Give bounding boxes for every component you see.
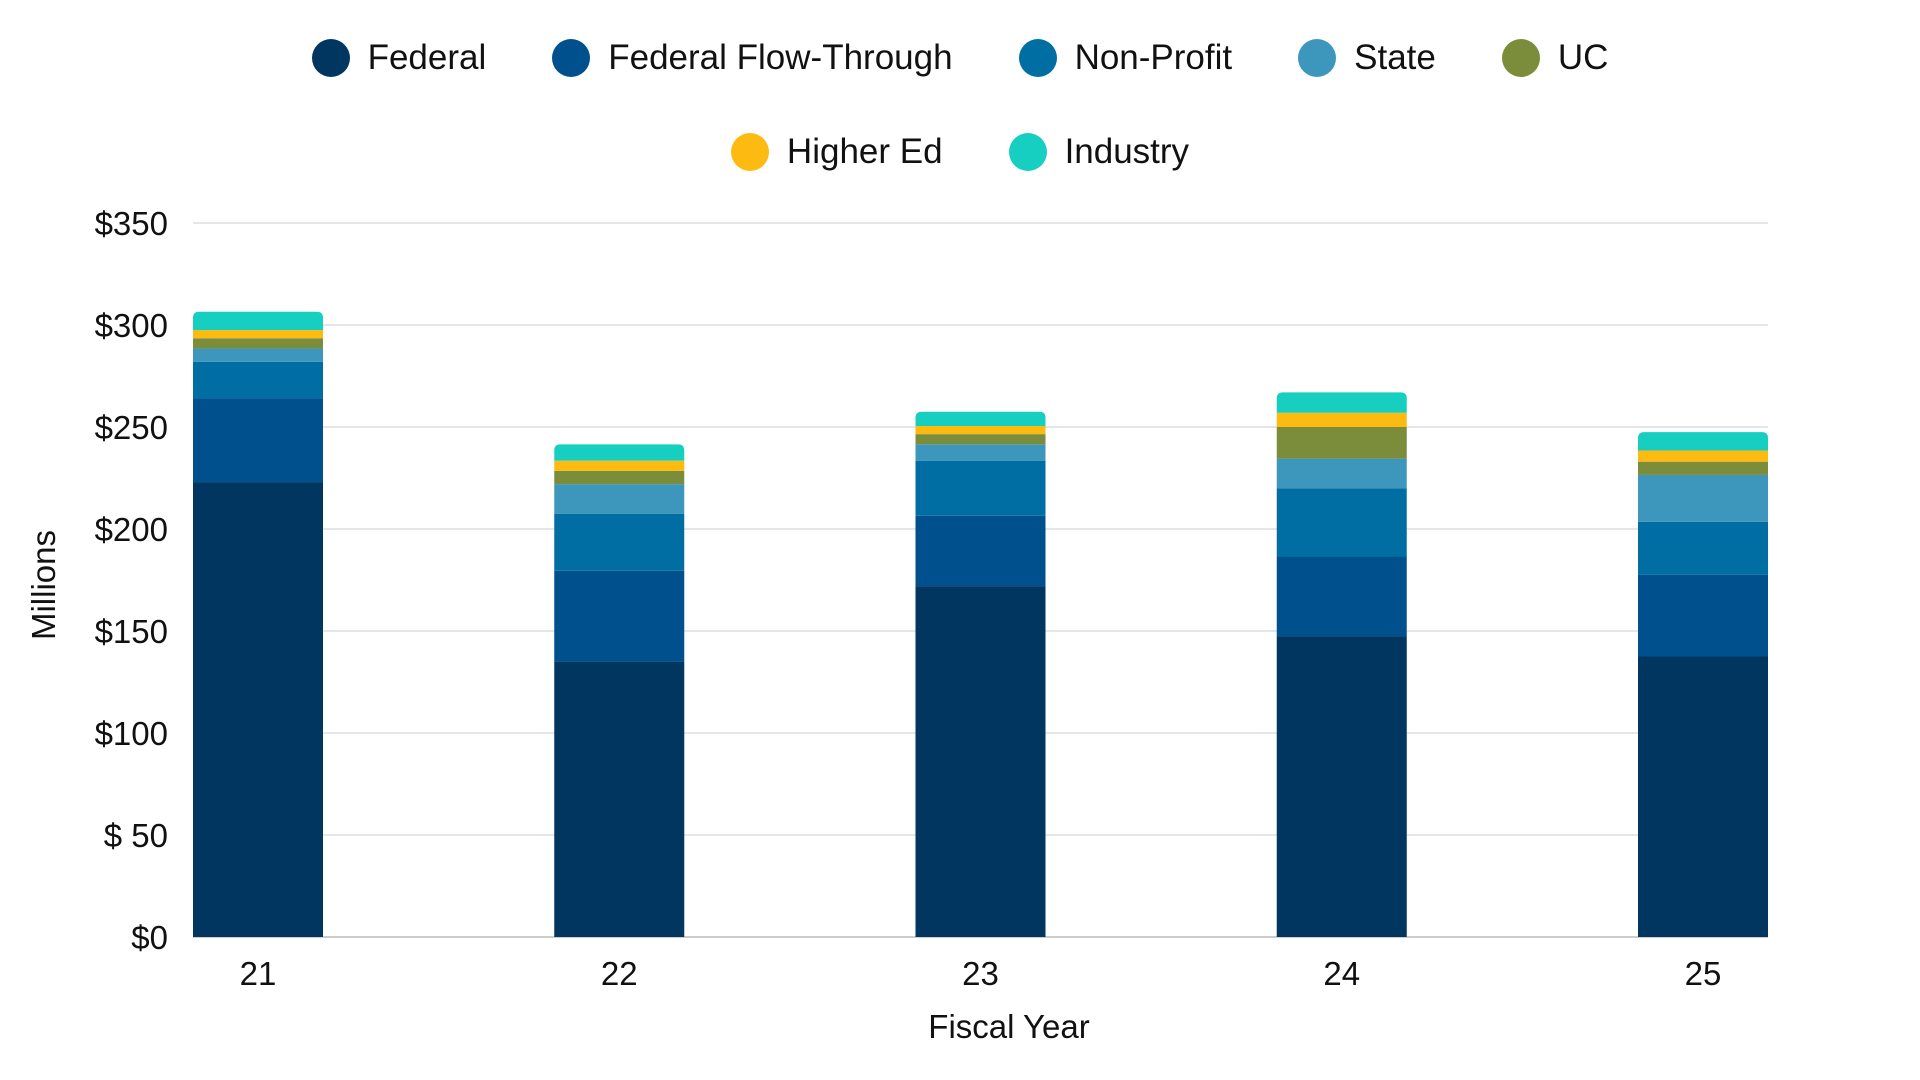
legend-label: Federal bbox=[367, 38, 487, 77]
bar-segment bbox=[915, 434, 1046, 445]
legend-swatch bbox=[730, 133, 769, 171]
bar-segment bbox=[193, 398, 323, 483]
bar-segment bbox=[1638, 432, 1768, 451]
bar-segment bbox=[1276, 412, 1407, 427]
bar-segment bbox=[1638, 521, 1768, 575]
x-tick-label: 23 bbox=[962, 955, 999, 992]
legend-label: Industry bbox=[1064, 132, 1190, 171]
legend-label: UC bbox=[1557, 38, 1609, 77]
legend-swatch bbox=[311, 39, 350, 77]
bar-segment bbox=[554, 470, 685, 485]
bar-segment bbox=[915, 515, 1046, 587]
bar-segment bbox=[554, 570, 685, 662]
bar-segment bbox=[554, 460, 685, 471]
legend-swatch bbox=[1008, 133, 1047, 171]
y-tick-label: $350 bbox=[95, 205, 168, 242]
bar-segment bbox=[915, 444, 1046, 461]
legend-item: State bbox=[1298, 38, 1436, 78]
bar-segment bbox=[1276, 427, 1407, 459]
legend-item: Industry bbox=[1008, 132, 1190, 172]
bar-segment bbox=[1638, 461, 1768, 475]
legend-swatch bbox=[1018, 39, 1057, 77]
legend-swatch bbox=[1501, 39, 1540, 77]
legend-swatch bbox=[1298, 39, 1337, 77]
y-tick-label: $0 bbox=[131, 919, 168, 956]
legend-item: Higher Ed bbox=[730, 132, 943, 172]
y-tick-label: $250 bbox=[95, 409, 168, 446]
bar-segment bbox=[554, 444, 685, 461]
y-tick-label: $150 bbox=[95, 613, 168, 650]
y-tick-label: $200 bbox=[95, 511, 168, 548]
legend-row-1: Federal Federal Flow-Through Non-Profit Sta… bbox=[0, 38, 1920, 78]
legend-swatch bbox=[552, 39, 591, 77]
bar-segment bbox=[193, 330, 323, 339]
legend-label: State bbox=[1354, 38, 1436, 77]
x-tick-label: 25 bbox=[1685, 955, 1722, 992]
x-tick-label: 22 bbox=[601, 955, 638, 992]
legend-item: UC bbox=[1501, 38, 1609, 78]
bar-segment bbox=[915, 425, 1046, 435]
legend-label: Federal Flow-Through bbox=[608, 38, 953, 77]
y-tick-label: $100 bbox=[95, 715, 168, 752]
bar-segment bbox=[1276, 488, 1407, 557]
bar-segment bbox=[1276, 392, 1407, 413]
bar-segment bbox=[1638, 474, 1768, 522]
bar-segment bbox=[1638, 450, 1768, 462]
y-axis-label: Millions bbox=[25, 530, 62, 640]
bar-segment bbox=[193, 311, 323, 331]
legend-label: Higher Ed bbox=[786, 132, 943, 171]
bar-segment bbox=[193, 338, 323, 349]
bar-segment bbox=[915, 411, 1046, 426]
bar-segment bbox=[1638, 656, 1768, 937]
bar-segment bbox=[193, 348, 323, 362]
legend-item: Federal bbox=[311, 38, 487, 78]
x-tick-label: 24 bbox=[1323, 955, 1360, 992]
x-tick-label: 21 bbox=[240, 955, 277, 992]
bar-segment bbox=[915, 586, 1046, 937]
bar-segment bbox=[915, 460, 1046, 516]
bar-segment bbox=[193, 482, 323, 937]
y-tick-label: $ 50 bbox=[104, 817, 168, 854]
legend-item: Federal Flow-Through bbox=[552, 38, 953, 78]
bar-segment bbox=[1276, 636, 1407, 937]
bar-segment bbox=[554, 661, 685, 937]
bar-segment bbox=[1276, 458, 1407, 489]
legend-item: Non-Profit bbox=[1018, 38, 1233, 78]
bar-segment bbox=[1638, 574, 1768, 657]
x-axis-label: Fiscal Year bbox=[928, 1008, 1089, 1045]
legend-row-2: Higher Ed Industry bbox=[0, 132, 1920, 172]
bar-segment bbox=[554, 513, 685, 571]
bar-segment bbox=[193, 361, 323, 399]
bar-segment bbox=[554, 484, 685, 514]
y-tick-label: $300 bbox=[95, 307, 168, 344]
bar-segment bbox=[1276, 556, 1407, 637]
legend-label: Non-Profit bbox=[1074, 38, 1233, 77]
